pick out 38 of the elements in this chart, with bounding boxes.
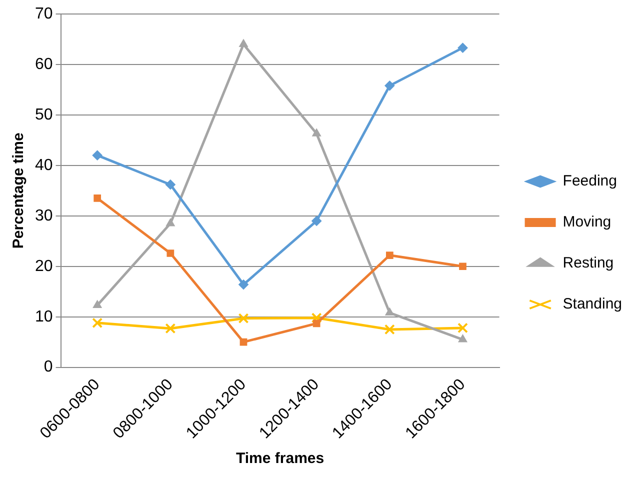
y-tick-label: 30 <box>35 207 53 224</box>
y-tick-label: 10 <box>35 308 53 326</box>
point <box>312 216 322 226</box>
y-tick-label: 50 <box>35 106 53 124</box>
point <box>166 250 174 257</box>
point <box>386 252 394 259</box>
point <box>385 308 394 316</box>
y-tick-label: 70 <box>35 5 53 22</box>
point <box>458 322 468 334</box>
point <box>238 280 248 290</box>
point <box>94 194 102 202</box>
point <box>311 312 322 324</box>
point <box>384 324 395 335</box>
point <box>166 218 175 226</box>
point <box>92 150 102 160</box>
point <box>384 80 395 91</box>
legend-label: Feeding <box>562 172 617 190</box>
y-tick-label: 60 <box>35 56 53 73</box>
point <box>459 262 466 270</box>
point <box>458 42 468 53</box>
y-tick-label: 20 <box>35 258 53 275</box>
y-axis-title: Percentage time <box>10 132 28 249</box>
y-tick-label: 0 <box>44 358 53 376</box>
legend-label: Moving <box>562 214 612 231</box>
x-axis-title: Time frames <box>236 450 324 468</box>
y-tick-label: 40 <box>35 156 53 174</box>
legend-label: Resting <box>562 254 614 272</box>
point <box>165 323 176 334</box>
point <box>312 128 321 136</box>
point <box>240 338 248 346</box>
point <box>458 334 468 342</box>
point <box>92 318 103 328</box>
legend-label: Standing <box>562 296 622 313</box>
point <box>92 300 102 308</box>
point <box>238 313 249 324</box>
point <box>165 180 176 190</box>
point <box>312 320 320 328</box>
point <box>239 39 248 48</box>
